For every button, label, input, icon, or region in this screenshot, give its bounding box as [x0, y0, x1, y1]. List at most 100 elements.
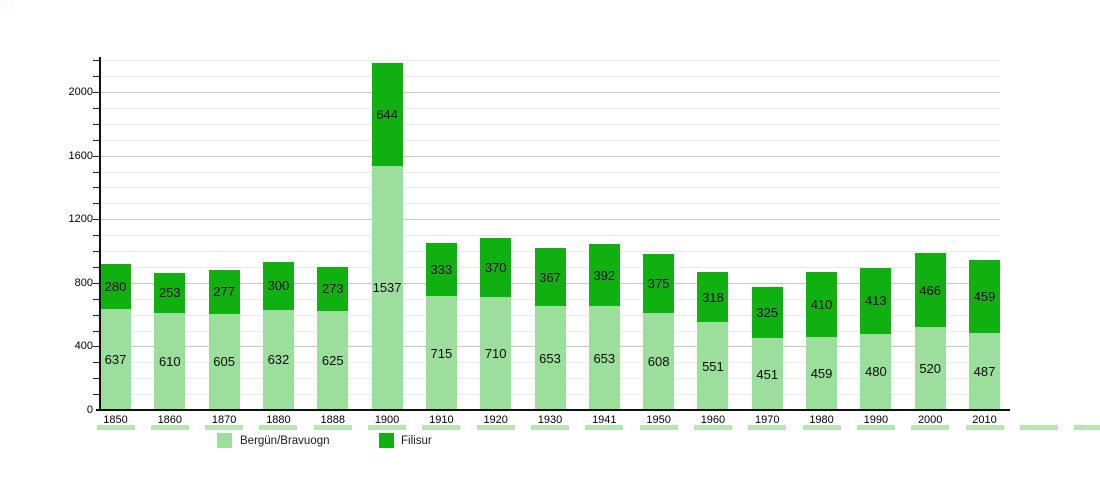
value-label: 610 [158, 354, 181, 369]
bar-segment-bergun: 610 [154, 313, 186, 410]
value-label: 300 [267, 278, 290, 294]
gridline [100, 123, 1000, 125]
bar-segment-filisur: 644 [371, 63, 403, 166]
y-tick-label: 0 [86, 404, 93, 416]
gridline [100, 76, 1000, 78]
bar-segment-filisur: 325 [751, 286, 783, 339]
y-axis-tick [93, 394, 100, 396]
x-tick-label: 1930 [537, 414, 563, 426]
bar-1860: 253 610 [154, 272, 186, 410]
gridline [100, 171, 1000, 173]
value-label: 333 [430, 262, 453, 278]
y-tick-label: 2000 [68, 86, 93, 98]
bar-segment-filisur: 280 [100, 264, 131, 309]
y-axis-line [99, 57, 101, 410]
bar-segment-filisur: 413 [860, 268, 892, 334]
bar-1941: 392 653 [588, 243, 620, 410]
gridline [100, 155, 1000, 157]
y-axis-tick [93, 298, 100, 300]
value-label: 318 [702, 289, 724, 305]
bar-1960: 318 551 [697, 271, 729, 410]
x-tick-label: 1880 [266, 414, 291, 426]
value-label: 459 [973, 288, 996, 304]
strip-rect [693, 425, 732, 430]
bar-segment-bergun: 632 [262, 309, 294, 410]
y-axis-tick [93, 107, 100, 109]
bar-segment-bergun: 551 [697, 322, 729, 410]
y-axis-tick [93, 378, 100, 380]
x-tick-label: 1980 [809, 414, 834, 426]
value-label: 653 [593, 350, 616, 366]
value-label: 487 [973, 363, 996, 379]
strip-rect [1074, 425, 1100, 430]
bar-segment-filisur: 277 [208, 269, 240, 314]
value-label: 710 [484, 346, 507, 362]
bar-segment-filisur: 410 [806, 271, 838, 338]
y-axis-tick [93, 92, 100, 93]
value-label: 520 [919, 361, 942, 377]
x-tick-label: 1950 [646, 414, 671, 426]
value-label: 375 [647, 276, 670, 292]
x-tick-label: 1990 [863, 414, 889, 426]
legend-swatch-bergun [217, 433, 232, 448]
bar-1950: 375 608 [643, 253, 675, 410]
x-axis-labels: 1850 1860 1870 1880 1888 1900 1910 1920 1930 1941… [100, 414, 1000, 428]
strip-rect [1019, 425, 1058, 430]
value-label: 653 [539, 350, 561, 366]
bar-segment-filisur: 370 [480, 238, 512, 298]
strip-rect [911, 425, 950, 430]
y-axis-tick [93, 362, 100, 364]
bar-segment-filisur: 300 [262, 261, 294, 310]
strip-rect [96, 425, 135, 430]
gridline [100, 203, 1000, 205]
x-tick-label: 1970 [755, 414, 780, 426]
x-tick-label: 1910 [429, 414, 454, 426]
y-axis-tick [93, 203, 100, 205]
y-tick-label: 800 [74, 276, 93, 289]
value-label: 480 [865, 364, 887, 380]
bar-1930: 367 653 [534, 247, 566, 410]
y-tick-label: 1200 [68, 213, 93, 226]
bar-segment-bergun: 487 [969, 332, 1000, 410]
value-label: 715 [430, 345, 453, 361]
bar-1870: 277 605 [208, 269, 240, 410]
y-axis-tick [93, 76, 100, 78]
x-tick-label: 1941 [592, 414, 617, 426]
value-label: 551 [702, 358, 724, 374]
y-tick-label: 400 [74, 340, 93, 353]
bar-segment-bergun: 520 [914, 327, 946, 410]
bar-1920: 370 710 [480, 238, 512, 410]
value-label: 277 [213, 284, 235, 300]
value-label: 459 [810, 366, 833, 382]
value-label: 637 [104, 351, 127, 367]
bar-segment-bergun: 608 [643, 313, 675, 410]
value-label: 370 [484, 260, 507, 276]
bar-1900: 644 1537 [371, 63, 403, 410]
value-label: 466 [919, 282, 942, 298]
bar-1980: 410 459 [806, 271, 838, 410]
value-label: 632 [267, 352, 290, 368]
bar-segment-bergun: 653 [588, 306, 620, 410]
bar-segment-bergun: 1537 [371, 165, 403, 410]
value-label: 325 [756, 304, 779, 320]
gridline [100, 219, 1000, 221]
strip-rect [259, 425, 298, 430]
strip-rect [476, 425, 515, 430]
bar-segment-filisur: 466 [914, 253, 946, 328]
x-tick-label: 1850 [103, 414, 128, 426]
strip-rect [422, 425, 461, 430]
value-label: 605 [213, 354, 235, 370]
bar-segment-bergun: 715 [425, 296, 457, 410]
bar-segment-filisur: 318 [697, 271, 729, 323]
gridline [100, 187, 1000, 189]
x-tick-label: 1960 [700, 414, 726, 426]
bar-segment-bergun: 710 [480, 297, 512, 410]
x-axis-line [96, 409, 1010, 411]
bar-segment-bergun: 653 [534, 306, 566, 410]
bar-2010: 459 487 [969, 259, 1000, 410]
y-axis-tick [93, 330, 100, 332]
bar-segment-filisur: 273 [317, 267, 349, 311]
y-axis-tick [93, 123, 100, 125]
legend-label-bergun: Bergün/Bravuogn [240, 435, 330, 447]
